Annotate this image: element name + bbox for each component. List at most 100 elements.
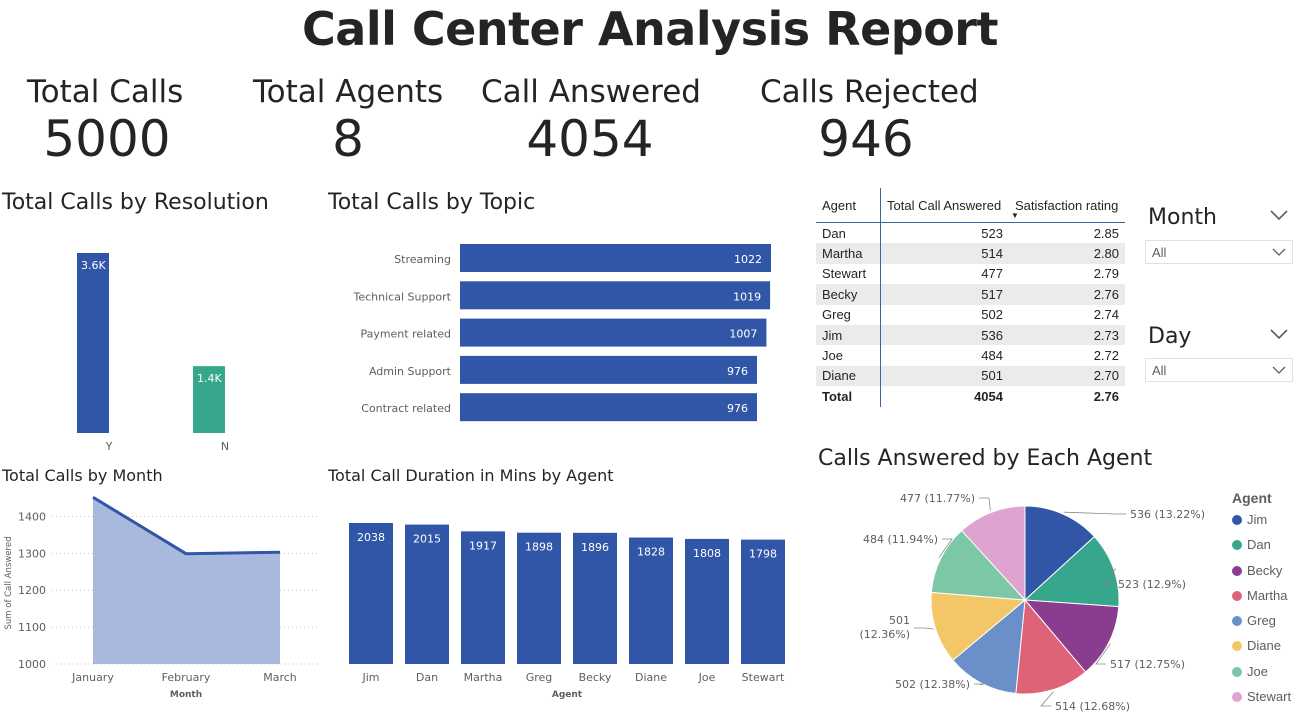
- legend-label: Martha: [1247, 587, 1288, 603]
- y-tick-label: 1200: [18, 584, 46, 597]
- month-area[interactable]: [93, 497, 280, 664]
- table-cell: 2.72: [1093, 348, 1119, 364]
- month-line[interactable]: [92, 495, 281, 556]
- topic-bar[interactable]: [460, 393, 758, 422]
- table-cell: 2.79: [1093, 266, 1119, 282]
- pie-slice-diane[interactable]: [930, 591, 1027, 661]
- duration-bar[interactable]: [573, 532, 617, 664]
- legend-item-jim[interactable]: Jim: [1232, 512, 1291, 537]
- legend-item-becky[interactable]: Becky: [1232, 563, 1291, 588]
- month-slicer-value: All: [1152, 245, 1167, 260]
- duration-tick-label: Dan: [416, 671, 438, 684]
- pie-slice-martha[interactable]: [1015, 598, 1087, 695]
- day-slicer-chevron-icon[interactable]: [1268, 322, 1290, 348]
- x-tick-label: February: [162, 671, 211, 684]
- table-cell: Martha: [816, 243, 881, 264]
- resolution-bar-Y[interactable]: [77, 253, 109, 433]
- pie-chart[interactable]: 536 (13.22%) 523 (12.9%) 517 (12.75%) 514 (…: [840, 480, 1220, 720]
- pie-slice-jim[interactable]: [1024, 505, 1096, 602]
- legend-label: Diane: [1247, 638, 1281, 654]
- pie-slice-stewart[interactable]: [960, 505, 1026, 602]
- duration-bar[interactable]: [741, 539, 785, 664]
- duration-bar[interactable]: [349, 523, 393, 664]
- duration-bar[interactable]: [461, 531, 505, 664]
- legend-item-diane[interactable]: Diane: [1232, 638, 1291, 663]
- table-header-agent[interactable]: Agent: [816, 188, 881, 223]
- chevron-down-icon: [1272, 363, 1286, 380]
- month-slicer-dropdown[interactable]: All: [1145, 240, 1293, 264]
- duration-bar[interactable]: [405, 524, 449, 664]
- duration-bar[interactable]: [629, 537, 673, 664]
- month-slicer-title: Month: [1148, 205, 1217, 230]
- topic-bar[interactable]: [460, 244, 771, 272]
- resolution-chart-title: Total Calls by Resolution: [2, 190, 269, 215]
- table-row[interactable]: Stewart 477 2.79: [816, 263, 1125, 285]
- duration-bar[interactable]: [685, 538, 729, 664]
- duration-bar[interactable]: [517, 532, 561, 664]
- topic-category-label: Contract related: [361, 402, 451, 415]
- x-tick-label: March: [263, 671, 297, 684]
- legend-marker: [1232, 515, 1242, 525]
- kpi-calls-rejected-value: 946: [818, 110, 914, 168]
- pie-slice-becky[interactable]: [1023, 599, 1120, 673]
- pie-data-label: 517 (12.75%): [1110, 658, 1185, 671]
- pie-slice-dan[interactable]: [1023, 535, 1120, 608]
- table-cell: 2.80: [1009, 243, 1125, 264]
- kpi-total-calls-label: Total Calls: [27, 74, 184, 110]
- legend-item-martha[interactable]: Martha: [1232, 588, 1291, 613]
- resolution-bar-N[interactable]: [193, 366, 225, 433]
- pie-leader-line: [974, 683, 985, 686]
- y-tick-label: 1400: [18, 510, 46, 523]
- sort-descending-icon: ▼: [1011, 211, 1019, 220]
- y-axis-title: Sum of Call Answered: [4, 537, 14, 630]
- topic-chart-title: Total Calls by Topic: [328, 190, 536, 215]
- table-row[interactable]: Dan 523 2.85: [816, 222, 1125, 244]
- table-row[interactable]: Joe 484 2.72: [816, 345, 1125, 366]
- table-row[interactable]: Becky 517 2.76: [816, 284, 1125, 305]
- month-slicer-chevron-icon[interactable]: [1268, 203, 1290, 229]
- topic-bar[interactable]: [460, 281, 771, 310]
- topic-bar[interactable]: [460, 355, 758, 384]
- legend-item-joe[interactable]: Joe: [1232, 664, 1291, 689]
- day-slicer-title: Day: [1148, 324, 1192, 349]
- legend-item-dan[interactable]: Dan: [1232, 537, 1291, 562]
- topic-category-label: Technical Support: [353, 290, 452, 303]
- pie-data-label: 502 (12.38%): [895, 678, 970, 691]
- table-total-row[interactable]: Total 4054 2.76: [816, 386, 1125, 407]
- table-row[interactable]: Diane 501 2.70: [816, 365, 1125, 387]
- day-slicer-dropdown[interactable]: All: [1145, 358, 1293, 382]
- table-cell: 2.85: [1093, 225, 1119, 241]
- duration-bar-value: 2038: [357, 531, 385, 544]
- pie-slice-greg[interactable]: [952, 598, 1026, 695]
- pie-data-label: 536 (13.22%): [1130, 508, 1205, 521]
- agent-table[interactable]: Agent Total Call Answered Satisfaction r…: [816, 188, 1125, 407]
- topic-bar[interactable]: [460, 318, 767, 347]
- duration-chart[interactable]: 2038 Jim 2015 Dan 1917 Martha 1898 Greg 1896 Beck…: [330, 505, 800, 710]
- legend-item-greg[interactable]: Greg: [1232, 613, 1291, 638]
- table-header-total-call-answered[interactable]: Total Call Answered: [880, 188, 1009, 223]
- month-chart-title: Total Calls by Month: [2, 466, 163, 485]
- pie-leader-line: [1040, 691, 1054, 707]
- legend-marker: [1232, 590, 1242, 601]
- pie-data-label: 484 (11.94%): [863, 533, 938, 546]
- page-title: Call Center Analysis Report: [302, 2, 998, 56]
- month-chart[interactable]: 1000 1100 1200 1300 1400 January February March…: [0, 488, 320, 708]
- duration-bar-value: 1898: [525, 541, 553, 554]
- table-row[interactable]: Jim 536 2.73: [816, 324, 1125, 346]
- y-tick-label: 1300: [18, 547, 46, 560]
- resolution-bar-label: 3.6K: [81, 259, 106, 272]
- kpi-call-answered-label: Call Answered: [481, 74, 701, 110]
- pie-slice-joe[interactable]: [930, 529, 1027, 601]
- table-row[interactable]: Martha 514 2.80: [816, 243, 1125, 264]
- topic-chart[interactable]: Streaming 1022 Technical Support 1019 Paymen…: [320, 230, 790, 435]
- legend-marker: [1232, 540, 1242, 551]
- resolution-chart[interactable]: 3.6K Y 1.4K N: [0, 220, 310, 460]
- table-cell: Diane: [816, 365, 881, 387]
- legend-label: Stewart: [1247, 689, 1292, 705]
- pie-data-label: 501: [889, 614, 910, 627]
- table-header-satisfaction-rating[interactable]: Satisfaction rating ▼: [1009, 188, 1125, 223]
- legend-marker: [1232, 641, 1242, 652]
- table-row[interactable]: Greg 502 2.74: [816, 304, 1125, 325]
- legend-item-stewart[interactable]: Stewart: [1232, 689, 1291, 714]
- resolution-tick-label: N: [221, 440, 229, 453]
